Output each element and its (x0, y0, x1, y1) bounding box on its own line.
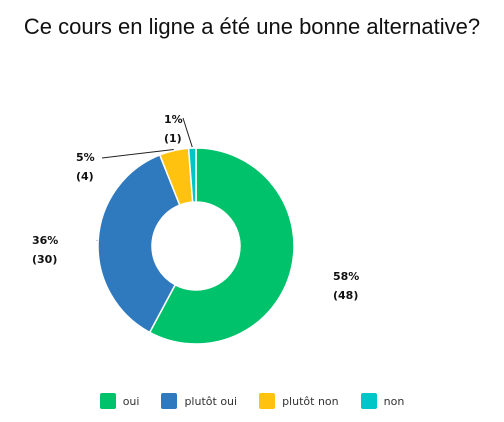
leader-line-plutot-non (101, 149, 174, 159)
legend-swatch-non (360, 393, 377, 409)
legend-swatch-plutot-non (259, 393, 276, 409)
percent-label-non: 1% (164, 113, 183, 126)
chart-legend: oui plutôt oui plutôt non non (0, 393, 504, 409)
legend-label-oui: oui (122, 394, 140, 408)
slice-non[interactable] (187, 147, 197, 203)
percent-label-plutot-non: 5% (76, 151, 95, 164)
percent-label-plutot-oui: 36% (32, 234, 58, 247)
legend-label-plutot-oui: plutôt oui (184, 394, 238, 408)
count-label-plutot-non: (4) (76, 170, 94, 183)
slice-oui[interactable] (148, 147, 295, 345)
legend-swatch-oui (99, 393, 116, 409)
legend-item-non[interactable]: non (360, 393, 405, 409)
legend-item-plutot-non[interactable]: plutôt non (259, 393, 339, 409)
chart-data-labels: 58% (48) 36% (30) 5% (4) 1% (1) (32, 113, 359, 302)
slice-plutot-oui[interactable] (97, 153, 181, 334)
legend-swatch-plutot-oui (161, 393, 178, 409)
chart-slices (97, 147, 295, 345)
legend-item-plutot-oui[interactable]: plutôt oui (161, 393, 237, 409)
leader-line-non (182, 117, 193, 148)
count-label-non: (1) (164, 132, 182, 145)
chart-leader-lines (96, 117, 293, 271)
percent-label-oui: 58% (333, 270, 359, 283)
legend-item-oui[interactable]: oui (99, 393, 140, 409)
legend-label-non: non (383, 394, 405, 408)
chart-title: Ce cours en ligne a été une bonne altern… (23, 14, 481, 39)
count-label-oui: (48) (333, 289, 358, 302)
count-label-plutot-oui: (30) (32, 253, 57, 266)
legend-label-plutot-non: plutôt non (282, 394, 339, 408)
